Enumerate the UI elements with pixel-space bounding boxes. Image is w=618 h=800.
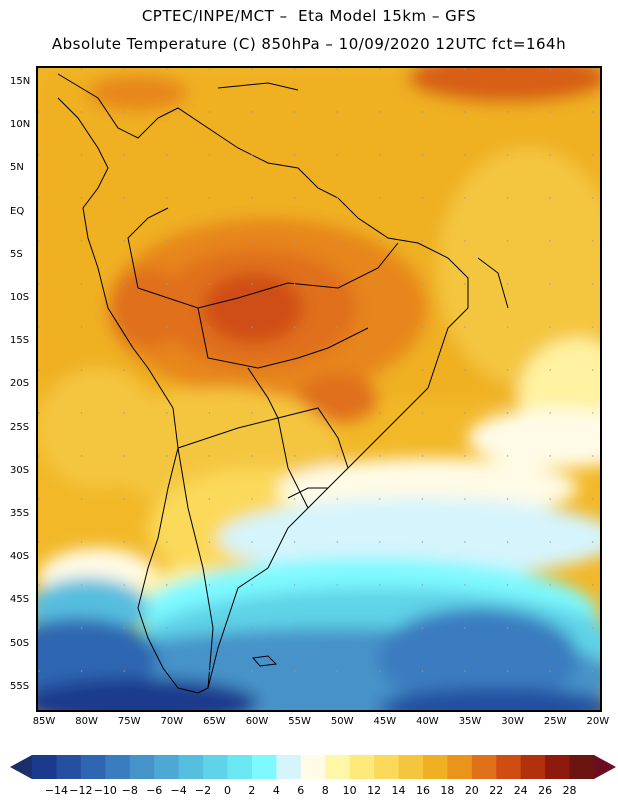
longitude-label: 50W	[330, 716, 354, 727]
colorbar-swatch	[80, 755, 106, 779]
colorbar	[10, 752, 616, 782]
colorbar-swatch	[251, 755, 277, 779]
latitude-label: 10N	[10, 119, 31, 131]
longitude-label: 55W	[288, 716, 311, 727]
colorbar-tick-label: −6	[146, 784, 163, 797]
colorbar-swatch	[545, 755, 571, 779]
latitude-label: 35S	[10, 508, 30, 519]
longitude-label: 85W	[32, 716, 56, 727]
latitude-label: 55S	[10, 680, 30, 692]
colorbar-tick-label: 12	[367, 784, 382, 797]
colorbar-tick-label: 10	[342, 784, 357, 797]
colorbar-swatch	[300, 755, 326, 779]
colorbar-tick-label: −14	[44, 784, 69, 797]
colorbar-swatch	[325, 755, 351, 779]
latitude-label: 10S	[10, 292, 30, 303]
colorbar-swatch	[349, 755, 375, 779]
colorbar-swatches	[10, 755, 616, 779]
colorbar-swatch	[422, 755, 448, 779]
colorbar-tick-label: −2	[194, 784, 212, 797]
colorbar-tick-label: 14	[391, 784, 406, 797]
colorbar-low-arrow	[10, 755, 32, 779]
colorbar-swatch	[569, 755, 595, 779]
colorbar-swatch	[178, 755, 204, 779]
latitude-label: 50S	[10, 637, 30, 649]
colorbar-swatch	[471, 755, 497, 779]
colorbar-swatch	[374, 755, 400, 779]
longitude-label: 40W	[416, 716, 439, 727]
latitude-label: EQ	[10, 205, 25, 217]
temperature-map	[36, 66, 602, 712]
latitude-label: 5S	[10, 248, 23, 260]
longitude-label: 70W	[160, 716, 184, 727]
longitude-label: 60W	[245, 716, 269, 727]
latitude-label: 15N	[10, 76, 31, 87]
latitude-label: 5N	[10, 162, 24, 174]
colorbar-high-arrow	[594, 755, 616, 779]
longitude-label: 65W	[203, 716, 226, 727]
latitude-label: 45S	[10, 594, 30, 606]
colorbar-swatch	[203, 755, 228, 779]
temperature-field	[38, 68, 600, 710]
colorbar-swatch	[32, 755, 57, 779]
colorbar-swatch	[496, 755, 522, 779]
colorbar-swatch	[154, 755, 180, 779]
colorbar-tick-label: −12	[69, 784, 93, 797]
latitude-label: 30S	[10, 464, 30, 476]
colorbar-tick-label: 22	[489, 784, 504, 797]
longitude-label: 45W	[373, 716, 397, 727]
colorbar-tick-label: 6	[297, 784, 305, 797]
colorbar-tick-label: 2	[248, 784, 256, 797]
colorbar-tick-label: −8	[121, 784, 138, 797]
colorbar-tick-label: 26	[538, 784, 553, 797]
latitude-label: 25S	[10, 421, 30, 433]
colorbar-tick-label: 16	[415, 784, 430, 797]
longitude-label: 20W	[586, 716, 610, 727]
latitude-label: 20S	[10, 378, 30, 390]
colorbar-swatch	[276, 755, 302, 779]
colorbar-tick-label: 4	[272, 784, 280, 797]
colorbar-tick-label: 18	[440, 784, 455, 797]
longitude-label: 75W	[117, 716, 141, 727]
colorbar-swatch	[227, 755, 253, 779]
longitude-label: 80W	[75, 716, 98, 727]
longitude-label: 25W	[543, 716, 567, 727]
map-title-line-2: Absolute Temperature (C) 850hPa – 10/09/…	[51, 35, 567, 53]
colorbar-swatch	[105, 755, 131, 779]
colorbar-swatch	[398, 755, 424, 779]
latitude-label: 40S	[10, 551, 30, 563]
colorbar-tick-label: 28	[562, 784, 577, 797]
colorbar-tick-label: −10	[93, 784, 117, 797]
colorbar-tick-label: 8	[321, 784, 329, 797]
colorbar-tick-label: 20	[464, 784, 479, 797]
colorbar-swatch	[129, 755, 155, 779]
colorbar-tick-label: −4	[170, 784, 187, 797]
colorbar-tick-label: 0	[223, 784, 231, 797]
longitude-label: 35W	[458, 716, 482, 727]
colorbar-swatch	[447, 755, 473, 779]
colorbar-tick-label: 24	[513, 784, 528, 797]
colorbar-swatch	[56, 755, 82, 779]
colorbar-swatch	[520, 755, 546, 779]
latitude-label: 15S	[10, 335, 30, 347]
map-title-line-1: CPTEC/INPE/MCT – Eta Model 15km – GFS	[141, 7, 477, 25]
longitude-label: 30W	[501, 716, 524, 727]
